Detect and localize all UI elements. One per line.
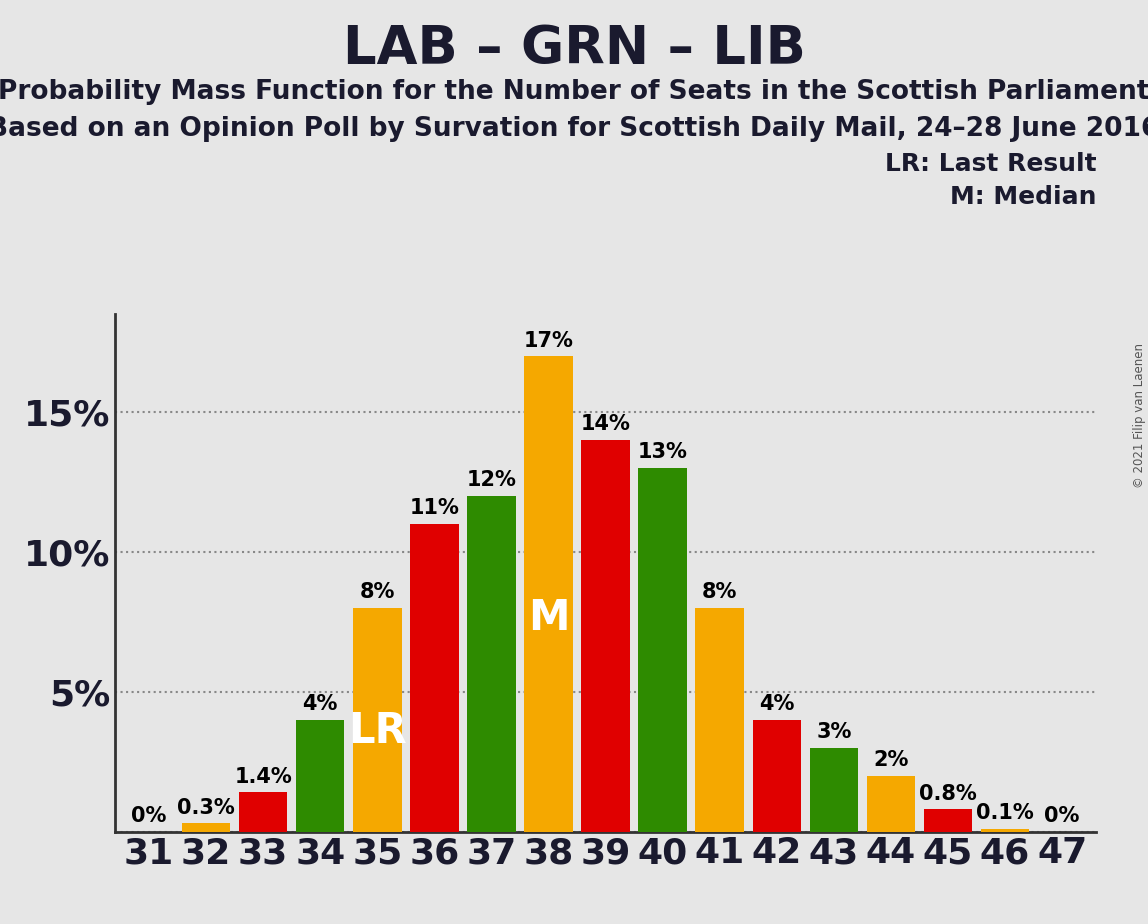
Bar xyxy=(467,496,515,832)
Bar xyxy=(354,608,402,832)
Text: 13%: 13% xyxy=(637,443,688,462)
Bar xyxy=(980,829,1030,832)
Text: M: Median: M: Median xyxy=(949,185,1096,209)
Bar xyxy=(696,608,744,832)
Text: 14%: 14% xyxy=(581,415,630,434)
Text: © 2021 Filip van Laenen: © 2021 Filip van Laenen xyxy=(1133,344,1147,488)
Bar xyxy=(581,440,630,832)
Text: 1.4%: 1.4% xyxy=(234,767,292,787)
Text: LAB – GRN – LIB: LAB – GRN – LIB xyxy=(342,23,806,75)
Text: 4%: 4% xyxy=(303,694,338,714)
Text: LR: Last Result: LR: Last Result xyxy=(885,152,1096,176)
Text: 8%: 8% xyxy=(359,582,395,602)
Text: 12%: 12% xyxy=(466,470,517,491)
Bar xyxy=(809,748,858,832)
Bar xyxy=(924,809,972,832)
Bar xyxy=(181,823,231,832)
Text: 2%: 2% xyxy=(874,750,908,770)
Text: 0%: 0% xyxy=(1045,806,1080,826)
Text: 17%: 17% xyxy=(523,331,574,350)
Text: 0%: 0% xyxy=(131,806,166,826)
Text: Based on an Opinion Poll by Survation for Scottish Daily Mail, 24–28 June 2016: Based on an Opinion Poll by Survation fo… xyxy=(0,116,1148,141)
Bar xyxy=(296,720,344,832)
Text: Probability Mass Function for the Number of Seats in the Scottish Parliament: Probability Mass Function for the Number… xyxy=(0,79,1148,104)
Bar xyxy=(525,356,573,832)
Text: 0.3%: 0.3% xyxy=(177,797,235,818)
Bar xyxy=(753,720,801,832)
Text: 0.1%: 0.1% xyxy=(976,803,1034,823)
Bar xyxy=(410,524,458,832)
Text: LR: LR xyxy=(348,710,406,752)
Text: 8%: 8% xyxy=(703,582,737,602)
Text: 3%: 3% xyxy=(816,722,852,742)
Text: M: M xyxy=(528,597,569,638)
Bar xyxy=(867,775,915,832)
Text: 4%: 4% xyxy=(759,694,794,714)
Text: 11%: 11% xyxy=(410,498,459,518)
Bar xyxy=(239,793,287,832)
Bar xyxy=(638,468,687,832)
Text: 0.8%: 0.8% xyxy=(920,784,977,804)
